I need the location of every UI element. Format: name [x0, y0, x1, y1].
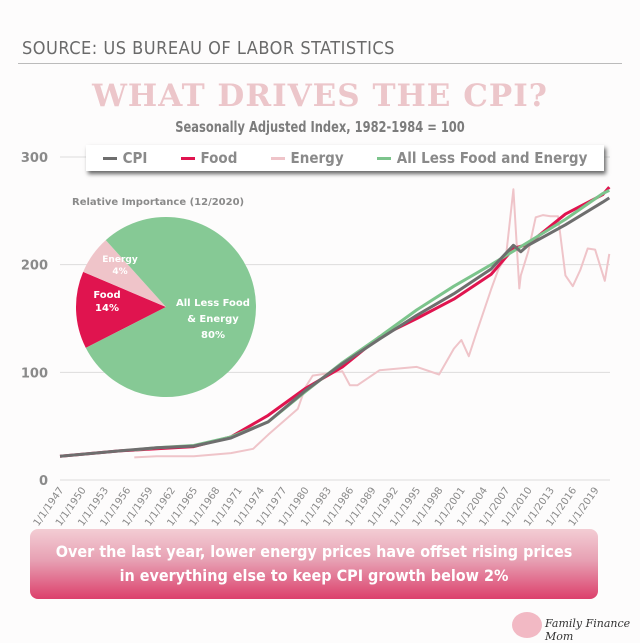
series-line-energy [134, 188, 611, 459]
pie-label-food-pct: 14% [95, 303, 119, 314]
pie-label-core-2: & Energy [187, 314, 239, 325]
source-label: SOURCE: US BUREAU OF LABOR STATISTICS [22, 38, 395, 59]
pie-slice-energy [83, 240, 166, 307]
pie-label-food: Food [93, 290, 120, 301]
legend: CPI Food Energy All Less Food and Energy [86, 145, 604, 171]
pie-label-energy: Energy [102, 255, 138, 265]
pie-slice-food [75, 271, 166, 348]
pie-label-energy-pct: 4% [112, 267, 127, 277]
brand-name: Family Finance Mom [545, 617, 631, 643]
pie-title: Relative Importance (12/2020) [72, 197, 244, 208]
y-tick-label: 200 [21, 259, 48, 274]
pie-label-core-pct: 80% [201, 330, 225, 341]
chart-subtitle: Seasonally Adjusted Index, 1982-1984 = 1… [175, 118, 465, 136]
piggy-bank-logo-icon [512, 612, 542, 638]
y-tick-label: 0 [39, 474, 48, 489]
chart-title: WHAT DRIVES THE CPI? [92, 78, 548, 114]
pie-slice-all-less-food-energy [85, 216, 256, 397]
legend-item-energy: Energy [270, 149, 344, 167]
series-line-cpi [59, 196, 611, 458]
y-tick-label: 100 [21, 366, 48, 381]
legend-item-cpi: CPI [102, 149, 147, 167]
legend-item-core: All Less Food and Energy [376, 149, 587, 167]
summary-banner: Over the last year, lower energy prices … [30, 529, 598, 599]
divider [18, 63, 622, 64]
pie-label-core: All Less Food [176, 298, 250, 309]
legend-item-food: Food [180, 149, 237, 167]
y-tick-label: 300 [21, 151, 48, 166]
